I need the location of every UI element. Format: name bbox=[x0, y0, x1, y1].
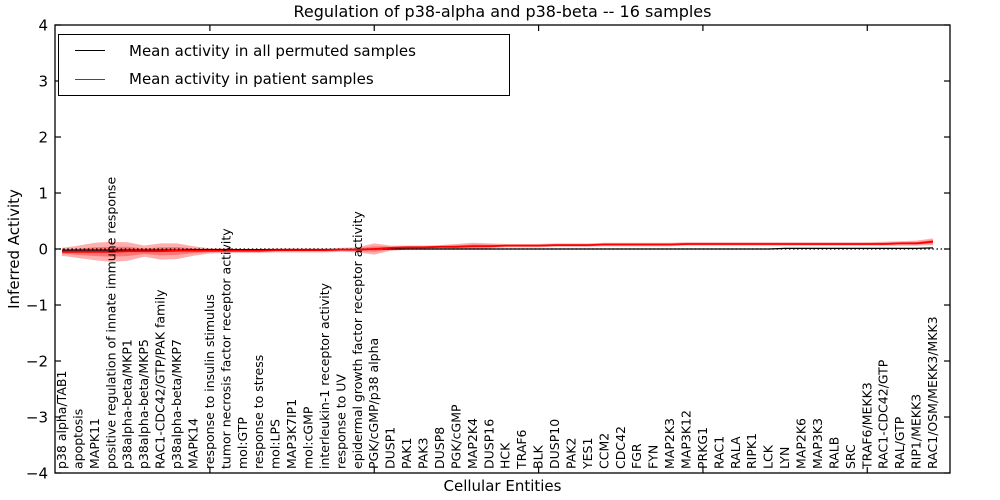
x-category-label: YES1 bbox=[580, 438, 595, 470]
x-category-label: PAK2 bbox=[563, 438, 578, 469]
x-category-label: p38alpha-beta/MKP1 bbox=[120, 339, 135, 469]
x-category-label: RAC1 bbox=[711, 436, 726, 469]
y-tick-label: 2 bbox=[38, 128, 48, 146]
x-category-label: LCK bbox=[761, 444, 776, 469]
legend-item-permuted: Mean activity in all permuted samples bbox=[59, 38, 509, 64]
x-category-label: DUSP10 bbox=[547, 419, 562, 469]
x-category-label: apoptosis bbox=[70, 409, 85, 469]
x-category-label: RALB bbox=[826, 437, 841, 469]
x-category-label: PAK3 bbox=[416, 438, 431, 469]
x-category-label: MAP3K7IP1 bbox=[284, 399, 299, 469]
x-category-label: LYN bbox=[777, 447, 792, 469]
y-tick-label: −1 bbox=[26, 296, 48, 314]
x-category-label: TRAF6/MEKK3 bbox=[859, 382, 874, 470]
legend-label-permuted: Mean activity in all permuted samples bbox=[129, 41, 416, 60]
x-category-label: RAC1-CDC42/GTP/PAK family bbox=[153, 289, 168, 469]
x-category-label: PAK1 bbox=[399, 438, 414, 469]
x-category-label: PGK/cGMP bbox=[448, 404, 463, 469]
x-category-label: SRC bbox=[843, 444, 858, 469]
series-line-patient bbox=[62, 240, 934, 253]
x-category-label: PRKG1 bbox=[695, 427, 710, 469]
x-category-label: RAC1/OSM/MEKK3/MKK3 bbox=[925, 316, 940, 469]
x-category-label: RIPK1 bbox=[744, 433, 759, 469]
series-line-permuted bbox=[62, 247, 934, 251]
x-category-label: mol:cGMP bbox=[301, 406, 316, 469]
x-category-label: FYN bbox=[646, 445, 661, 469]
x-category-label: RAL/GTP bbox=[892, 416, 907, 469]
x-category-label: CDC42 bbox=[613, 426, 628, 469]
x-category-label: CCM2 bbox=[596, 433, 611, 469]
legend: Mean activity in all permuted samples Me… bbox=[58, 34, 510, 96]
x-category-label: RAC1-CDC42/GTP bbox=[876, 359, 891, 469]
y-tick-label: −2 bbox=[26, 352, 48, 370]
x-category-label: p38alpha-beta/MKP5 bbox=[136, 339, 151, 469]
x-category-label: PGK/cGMP/p38 alpha bbox=[366, 338, 381, 469]
legend-label-patient: Mean activity in patient samples bbox=[129, 70, 374, 89]
x-category-label: response to UV bbox=[333, 374, 348, 469]
x-category-label: tumor necrosis factor receptor activity bbox=[218, 228, 233, 469]
x-category-label: HCK bbox=[498, 442, 513, 469]
x-category-label: positive regulation of innate immune res… bbox=[103, 177, 118, 469]
y-tick-label: −3 bbox=[26, 408, 48, 426]
x-category-label: DUSP1 bbox=[383, 427, 398, 469]
y-axis-label: Inferred Activity bbox=[5, 189, 23, 309]
legend-line-sample-red bbox=[75, 78, 105, 80]
x-category-label: MAPK11 bbox=[87, 418, 102, 469]
x-category-label: MAP3K3 bbox=[810, 418, 825, 469]
y-tick-label: 3 bbox=[38, 72, 48, 90]
x-category-label: FGR bbox=[629, 443, 644, 469]
x-category-label: mol:GTP bbox=[235, 417, 250, 469]
x-category-label: MAPK14 bbox=[185, 418, 200, 469]
x-category-label: DUSP16 bbox=[481, 419, 496, 469]
x-category-label: BLK bbox=[531, 444, 546, 469]
chart-title: Regulation of p38-alpha and p38-beta -- … bbox=[293, 2, 712, 21]
y-tick-label: −4 bbox=[26, 464, 48, 482]
x-category-label: p38 alpha/TAB1 bbox=[54, 371, 69, 469]
x-category-label: p38alpha-beta/MKP7 bbox=[169, 339, 184, 469]
x-category-label: MAP2K3 bbox=[662, 418, 677, 469]
x-category-label: epidermal growth factor receptor activit… bbox=[350, 211, 365, 469]
y-tick-label: 4 bbox=[38, 16, 48, 34]
x-category-label: mol:LPS bbox=[268, 419, 283, 469]
x-axis-label: Cellular Entities bbox=[443, 477, 562, 495]
x-category-label: response to insulin stimulus bbox=[202, 294, 217, 469]
legend-item-patient: Mean activity in patient samples bbox=[59, 66, 509, 92]
legend-line-sample-black bbox=[75, 50, 105, 52]
x-category-label: MAP3K12 bbox=[678, 410, 693, 469]
x-category-label: DUSP8 bbox=[432, 427, 447, 469]
y-tick-label: 1 bbox=[38, 184, 48, 202]
x-category-label: interleukin-1 receptor activity bbox=[317, 282, 332, 469]
x-category-label: TRAF6 bbox=[514, 429, 529, 470]
x-category-label: MAP2K6 bbox=[794, 418, 809, 469]
x-category-label: response to stress bbox=[251, 355, 266, 469]
y-tick-label: 0 bbox=[38, 240, 48, 258]
x-category-label: RALA bbox=[728, 436, 743, 469]
x-category-label: RIP1/MEKK3 bbox=[909, 394, 924, 469]
x-category-label: MAP2K4 bbox=[465, 418, 480, 469]
